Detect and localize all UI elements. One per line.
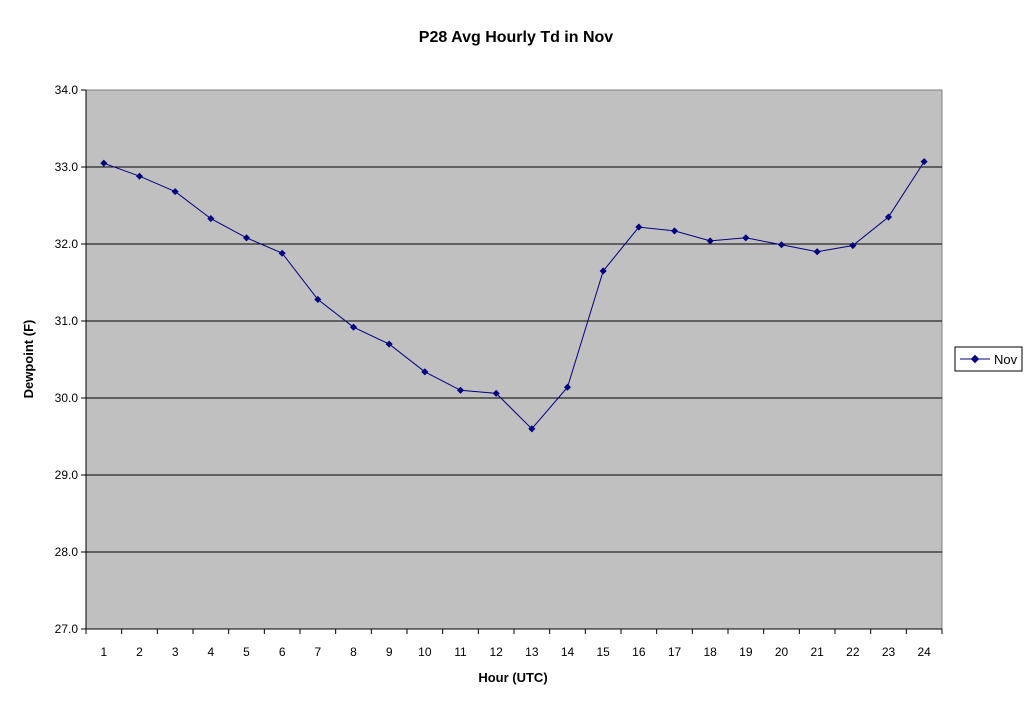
y-tick-labels: 27.0 28.0 29.0 30.0 31.0 32.0 33.0 34.0: [55, 83, 79, 636]
legend-marker-swatch: [970, 354, 980, 364]
x-tick-label: 22: [846, 645, 860, 659]
y-tick-label: 28.0: [55, 545, 79, 559]
data-point: [421, 368, 429, 376]
data-point: [492, 389, 500, 397]
data-point: [635, 223, 643, 231]
series-nov: [100, 158, 928, 433]
x-tick-label: 23: [882, 645, 896, 659]
y-tick-label: 29.0: [55, 468, 79, 482]
data-point: [742, 234, 750, 242]
x-tick-label: 17: [668, 645, 682, 659]
x-tick-label: 19: [739, 645, 753, 659]
x-tick-label: 1: [100, 645, 107, 659]
y-tick-label: 27.0: [55, 622, 79, 636]
x-tick-label: 16: [632, 645, 646, 659]
x-tick-label: 24: [917, 645, 931, 659]
y-tick-label: 30.0: [55, 391, 79, 405]
x-axis-label: Hour (UTC): [478, 670, 547, 685]
x-tick-label: 15: [596, 645, 610, 659]
x-tick-label: 13: [525, 645, 539, 659]
gridlines: [86, 166, 942, 553]
data-point: [135, 172, 144, 180]
x-tick-label: 20: [775, 645, 789, 659]
data-point: [314, 295, 322, 303]
data-point: [456, 386, 465, 394]
data-point: [100, 159, 108, 167]
x-tick-label: 12: [489, 645, 503, 659]
series-line: [103, 161, 925, 430]
x-tick-label: 7: [314, 645, 321, 659]
plot-area: [85, 89, 943, 630]
data-point: [599, 267, 607, 275]
chart-title: P28 Avg Hourly Td in Nov: [419, 29, 614, 46]
data-point: [207, 215, 215, 223]
data-point: [813, 248, 821, 256]
y-tick-label: 33.0: [55, 160, 79, 174]
data-point: [670, 227, 679, 235]
x-tick-label: 6: [279, 645, 286, 659]
data-point: [242, 234, 251, 242]
y-tick-label: 34.0: [55, 83, 79, 97]
data-point: [920, 158, 928, 166]
x-tick-label: 9: [386, 645, 393, 659]
legend-label-nov: Nov: [994, 352, 1018, 367]
x-tick-label: 11: [454, 645, 467, 659]
x-tick-labels: 1 2 3 4 5 6 7 8 9 10 11 12 13 14 15 16 17 18 19 20 21 22 23 24: [100, 645, 931, 659]
x-tick-label: 14: [561, 645, 575, 659]
data-point: [171, 188, 179, 196]
x-tick-label: 3: [172, 645, 179, 659]
data-point: [385, 340, 393, 348]
x-tick-label: 8: [350, 645, 357, 659]
data-point: [563, 383, 572, 391]
data-point: [706, 237, 714, 245]
data-point: [849, 242, 857, 250]
x-tick-label: 5: [243, 645, 250, 659]
y-tick-label: 32.0: [55, 237, 79, 251]
data-point: [528, 425, 536, 433]
x-tick-label: 2: [136, 645, 143, 659]
x-tick-label: 4: [207, 645, 214, 659]
x-tick-label: 21: [810, 645, 824, 659]
data-point: [777, 241, 786, 249]
x-tick-label: 18: [703, 645, 717, 659]
x-tick-label: 10: [418, 645, 432, 659]
data-point: [884, 213, 893, 221]
legend: Nov: [954, 346, 1023, 372]
y-tick-label: 31.0: [55, 314, 79, 328]
axes: [81, 89, 943, 634]
data-point: [349, 323, 358, 331]
data-point: [278, 249, 286, 257]
y-axis-label: Dewpoint (F): [21, 320, 36, 399]
